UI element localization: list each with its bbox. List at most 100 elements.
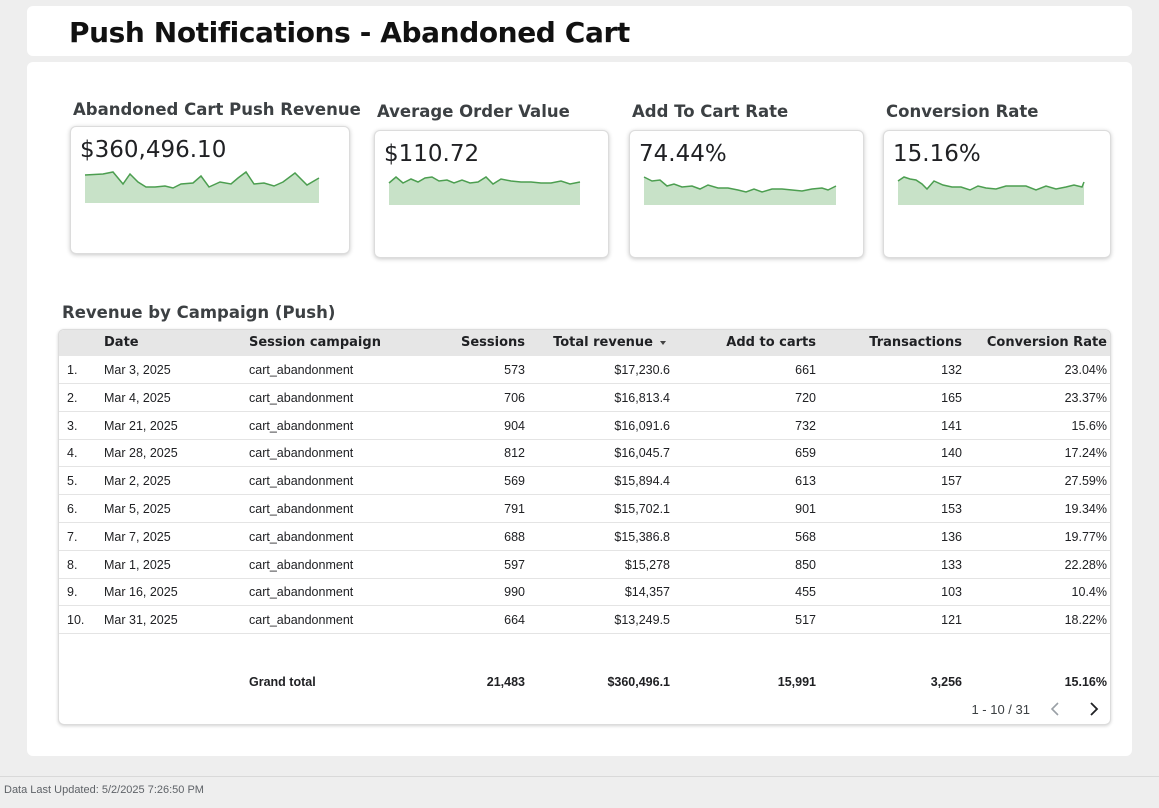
next-page-icon[interactable] bbox=[1086, 700, 1102, 718]
cell-date: Mar 7, 2025 bbox=[104, 529, 171, 544]
row-number: 3. bbox=[67, 418, 78, 433]
row-number: 5. bbox=[67, 474, 78, 489]
cell-session-campaign: cart_abandonment bbox=[249, 613, 354, 628]
revenue-table: Date Session campaign Sessions Total rev… bbox=[58, 329, 1111, 725]
grand-total-conversion-rate: 15.16% bbox=[1064, 675, 1107, 689]
grand-total-transactions: 3,256 bbox=[930, 675, 962, 689]
table-row[interactable]: 6. Mar 5, 2025 cart_abandonment 791 $15,702.… bbox=[59, 495, 1110, 523]
cell-date: Mar 1, 2025 bbox=[104, 557, 171, 572]
cell-session-campaign: cart_abandonment bbox=[249, 446, 354, 461]
column-header-sessions[interactable]: Sessions bbox=[460, 335, 525, 350]
table-row[interactable]: 7. Mar 7, 2025 cart_abandonment 688 $15,386.… bbox=[59, 523, 1110, 551]
cell-add-to-carts: 850 bbox=[795, 557, 816, 572]
table-row[interactable]: 4. Mar 28, 2025 cart_abandonment 812 $16,045… bbox=[59, 439, 1110, 468]
cell-session-campaign: cart_abandonment bbox=[249, 390, 354, 405]
cell-total-revenue: $15,386.8 bbox=[614, 529, 670, 544]
cell-session-campaign: cart_abandonment bbox=[249, 363, 354, 377]
cell-add-to-carts: 732 bbox=[795, 418, 816, 433]
cell-conversion-rate: 15.6% bbox=[1071, 418, 1107, 433]
table-row[interactable]: 10. Mar 31, 2025 cart_abandonment 664 $13,24… bbox=[59, 606, 1110, 635]
cell-total-revenue: $15,894.4 bbox=[614, 474, 670, 489]
cell-add-to-carts: 455 bbox=[795, 585, 816, 600]
cell-sessions: 664 bbox=[504, 613, 525, 628]
grand-total-sessions: 21,483 bbox=[486, 675, 525, 689]
cell-date: Mar 4, 2025 bbox=[104, 390, 171, 405]
page-title: Push Notifications - Abandoned Cart bbox=[69, 16, 630, 49]
cell-conversion-rate: 10.4% bbox=[1071, 585, 1107, 600]
pagination-label: 1 - 10 / 31 bbox=[971, 702, 1030, 717]
cell-add-to-carts: 659 bbox=[795, 446, 816, 461]
kpi-label-aov: Average Order Value bbox=[377, 102, 570, 121]
cell-transactions: 157 bbox=[941, 474, 962, 489]
cell-date: Mar 21, 2025 bbox=[104, 418, 178, 433]
column-header-transactions[interactable]: Transactions bbox=[869, 335, 962, 350]
cell-conversion-rate: 17.24% bbox=[1064, 446, 1107, 461]
cell-total-revenue: $17,230.6 bbox=[614, 363, 670, 377]
title-bar: Push Notifications - Abandoned Cart bbox=[27, 6, 1132, 56]
cell-total-revenue: $16,045.7 bbox=[614, 446, 670, 461]
cell-conversion-rate: 18.22% bbox=[1064, 613, 1107, 628]
cell-date: Mar 5, 2025 bbox=[104, 502, 171, 516]
table-row[interactable]: 3. Mar 21, 2025 cart_abandonment 904 $16,091… bbox=[59, 412, 1110, 440]
cell-transactions: 121 bbox=[941, 613, 962, 628]
cell-sessions: 597 bbox=[504, 557, 525, 572]
cell-total-revenue: $13,249.5 bbox=[614, 613, 670, 628]
cell-transactions: 141 bbox=[941, 418, 962, 433]
column-header-total-revenue[interactable]: Total revenue bbox=[553, 335, 666, 350]
cell-sessions: 688 bbox=[504, 529, 525, 544]
kpi-label-revenue: Abandoned Cart Push Revenue bbox=[73, 100, 361, 119]
kpi-card-conversion-rate[interactable]: 15.16% bbox=[883, 130, 1111, 258]
kpi-card-aov[interactable]: $110.72 bbox=[374, 130, 609, 258]
cell-add-to-carts: 568 bbox=[795, 529, 816, 544]
previous-page-icon[interactable] bbox=[1048, 700, 1064, 718]
cell-conversion-rate: 27.59% bbox=[1064, 474, 1107, 489]
cell-date: Mar 31, 2025 bbox=[104, 613, 178, 628]
cell-add-to-carts: 901 bbox=[795, 502, 816, 516]
cell-total-revenue: $15,702.1 bbox=[614, 502, 670, 516]
row-number: 7. bbox=[67, 529, 78, 544]
row-number: 8. bbox=[67, 557, 78, 572]
kpi-label-atc-rate: Add To Cart Rate bbox=[632, 102, 789, 121]
cell-session-campaign: cart_abandonment bbox=[249, 502, 354, 516]
cell-date: Mar 2, 2025 bbox=[104, 474, 171, 489]
kpi-card-revenue[interactable]: $360,496.10 bbox=[70, 126, 350, 254]
table-row[interactable]: 5. Mar 2, 2025 cart_abandonment 569 $15,894.… bbox=[59, 467, 1110, 496]
cell-conversion-rate: 19.34% bbox=[1064, 502, 1107, 516]
table-row[interactable]: 8. Mar 1, 2025 cart_abandonment 597 $15,278 8… bbox=[59, 551, 1110, 579]
column-header-date[interactable]: Date bbox=[104, 335, 139, 350]
cell-session-campaign: cart_abandonment bbox=[249, 557, 354, 572]
kpi-value-revenue: $360,496.10 bbox=[80, 137, 227, 163]
cell-conversion-rate: 19.77% bbox=[1064, 529, 1107, 544]
grand-total-revenue: $360,496.1 bbox=[607, 675, 670, 689]
cell-add-to-carts: 661 bbox=[795, 363, 816, 377]
grand-total-row: Grand total 21,483 $360,496.1 15,991 3,2… bbox=[59, 668, 1110, 696]
row-number: 2. bbox=[67, 390, 78, 405]
sparkline-atc-rate bbox=[643, 176, 837, 205]
cell-sessions: 990 bbox=[504, 585, 525, 600]
cell-session-campaign: cart_abandonment bbox=[249, 585, 354, 600]
cell-session-campaign: cart_abandonment bbox=[249, 418, 354, 433]
column-header-session-campaign[interactable]: Session campaign bbox=[249, 335, 381, 350]
cell-conversion-rate: 23.37% bbox=[1064, 390, 1107, 405]
sparkline-aov bbox=[388, 176, 581, 205]
cell-transactions: 132 bbox=[941, 363, 962, 377]
cell-add-to-carts: 613 bbox=[795, 474, 816, 489]
cell-total-revenue: $15,278 bbox=[624, 557, 670, 572]
grand-total-label: Grand total bbox=[249, 675, 316, 689]
cell-date: Mar 16, 2025 bbox=[104, 585, 178, 600]
table-row[interactable]: 9. Mar 16, 2025 cart_abandonment 990 $14,357… bbox=[59, 578, 1110, 607]
table-row[interactable]: 1. Mar 3, 2025 cart_abandonment 573 $17,230.… bbox=[59, 356, 1110, 384]
column-header-add-to-carts[interactable]: Add to carts bbox=[726, 335, 816, 350]
kpi-card-atc-rate[interactable]: 74.44% bbox=[629, 130, 864, 258]
cell-transactions: 165 bbox=[941, 390, 962, 405]
table-row[interactable]: 2. Mar 4, 2025 cart_abandonment 706 $16,813.… bbox=[59, 384, 1110, 412]
footer-divider bbox=[0, 776, 1159, 777]
column-header-total-revenue-label: Total revenue bbox=[553, 335, 653, 350]
cell-sessions: 904 bbox=[504, 418, 525, 433]
kpi-value-conversion-rate: 15.16% bbox=[893, 141, 981, 167]
column-header-conversion-rate[interactable]: Conversion Rate bbox=[986, 335, 1107, 350]
row-number: 1. bbox=[67, 363, 78, 377]
kpi-value-atc-rate: 74.44% bbox=[639, 141, 727, 167]
cell-conversion-rate: 22.28% bbox=[1064, 557, 1107, 572]
sparkline-conversion-rate bbox=[897, 176, 1085, 205]
